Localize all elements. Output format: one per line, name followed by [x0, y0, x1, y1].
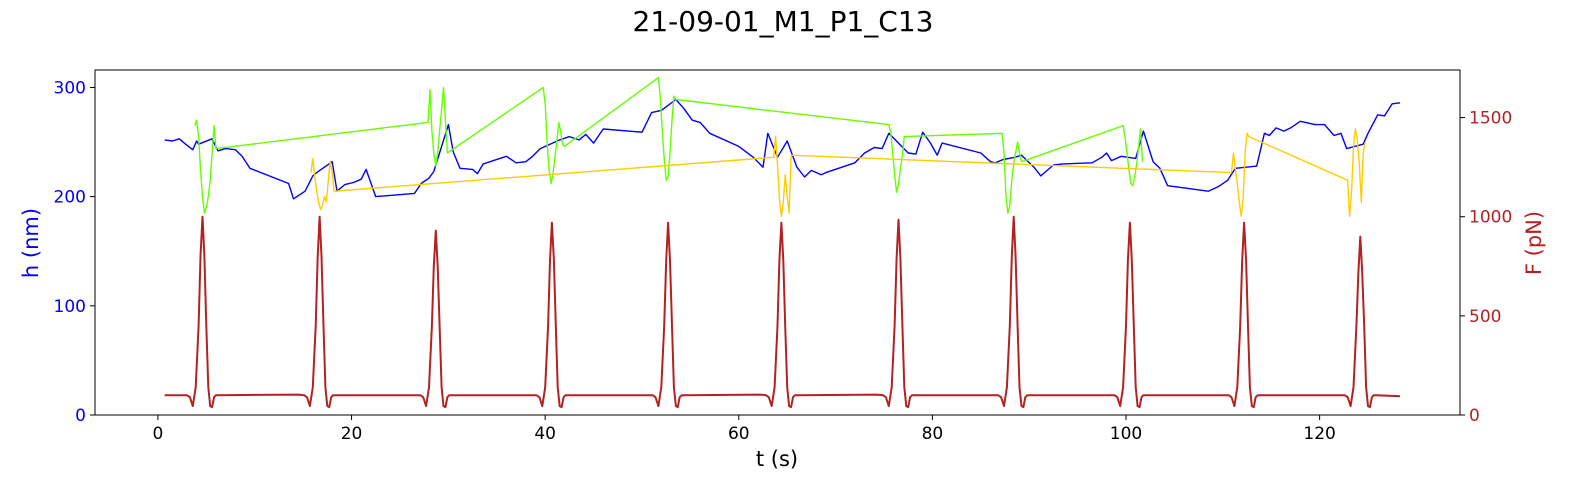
right-y-tick-label: 1000: [1469, 208, 1512, 228]
x-axis-label: t (s): [756, 447, 798, 471]
left-y-axis-ticks: 0 100 200 300: [54, 78, 95, 426]
left-y-tick-label: 100: [54, 297, 86, 317]
right-y-axis-ticks: 0 500 1000 1500: [1460, 109, 1512, 426]
left-y-axis-label: h (nm): [19, 208, 43, 278]
series-line-2: [310, 128, 1366, 217]
series-line-0: [164, 98, 1401, 200]
right-y-axis-label: F (pN): [1522, 211, 1546, 275]
left-y-tick-label: 200: [54, 188, 86, 208]
series-line-1: [194, 76, 1144, 214]
x-tick-label: 60: [728, 424, 750, 444]
x-axis-ticks: 0 20 40 60 80 100 120: [153, 415, 1336, 444]
x-tick-label: 100: [1110, 424, 1142, 444]
right-y-tick-label: 500: [1469, 307, 1501, 327]
x-tick-label: 80: [922, 424, 944, 444]
x-tick-label: 20: [341, 424, 363, 444]
x-tick-label: 40: [534, 424, 556, 444]
plot-lines: [164, 76, 1401, 409]
plot-frame: [94, 69, 1461, 416]
series-line-3: [164, 215, 1401, 409]
left-y-tick-label: 300: [54, 78, 86, 98]
right-y-tick-label: 0: [1469, 406, 1480, 426]
x-tick-label: 0: [153, 424, 164, 444]
chart-title: 21-09-01_M1_P1_C13: [633, 5, 934, 38]
x-tick-label: 120: [1303, 424, 1335, 444]
right-y-tick-label: 1500: [1469, 109, 1512, 129]
left-y-tick-label: 0: [75, 406, 86, 426]
